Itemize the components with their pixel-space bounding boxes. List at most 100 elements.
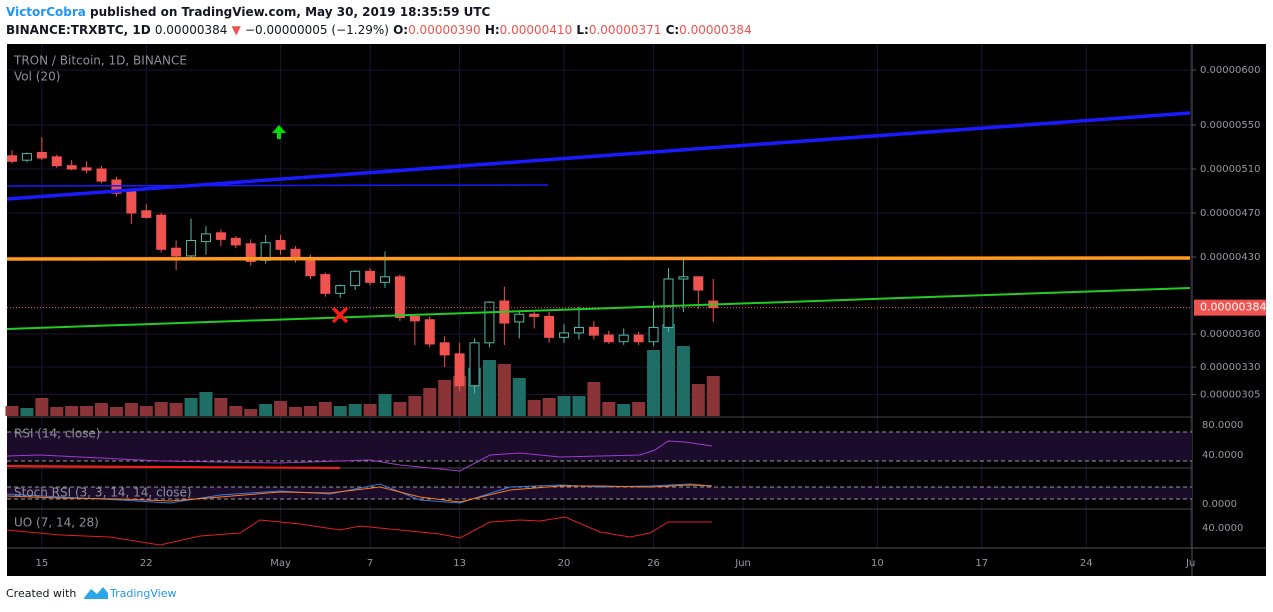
x-tick-label: Jun [734, 558, 751, 569]
tv-logo [84, 587, 108, 599]
volume-bar [617, 404, 631, 416]
candle-body [693, 276, 704, 291]
volume-bar [318, 402, 332, 416]
candle-body [21, 153, 32, 161]
volume-bar [572, 396, 586, 416]
x-tick-label: 24 [1080, 558, 1093, 569]
y-tick-label: 0.00000550 [1200, 120, 1260, 131]
volume-bar [259, 404, 273, 416]
candle-body [469, 342, 480, 387]
volume-bar [35, 398, 49, 416]
trendline[interactable] [6, 184, 549, 187]
candle-body [156, 214, 167, 250]
candle-body [484, 301, 495, 344]
candle-body [559, 332, 570, 338]
volume-bar [557, 396, 571, 416]
candle-body [380, 276, 390, 283]
indicator-label: UO (7, 14, 28) [14, 516, 99, 530]
published: published on TradingView.com, May 30, 20… [90, 5, 491, 19]
candle-body [409, 315, 420, 322]
trendline[interactable] [6, 287, 1191, 330]
volume-bar [647, 350, 661, 416]
x-tick-label: May [270, 558, 291, 569]
candle-body [141, 210, 152, 218]
trendline[interactable] [6, 111, 1191, 201]
candle-body [66, 165, 77, 170]
volume-bar [527, 400, 541, 416]
x-tick-label: 20 [558, 558, 571, 569]
volume-bar [214, 398, 228, 416]
change: −0.00000005 (−1.29%) [245, 23, 389, 37]
o-label: O: [393, 23, 408, 37]
candle-body [678, 276, 689, 280]
x-tick-label: 22 [140, 558, 153, 569]
c-label: C: [666, 23, 680, 37]
volume-bar [20, 408, 34, 416]
candle-body [186, 240, 197, 257]
candle-body [36, 151, 47, 159]
candle-body [245, 243, 256, 262]
uo-line [6, 516, 712, 546]
volume-bar [139, 406, 153, 416]
horizontal-line[interactable] [6, 256, 1191, 261]
axis-layer: 0.00000600 0.00000550 0.00000510 0.00000470… [35, 65, 1266, 569]
last-price-tag [1194, 299, 1266, 316]
cross-marker[interactable] [331, 306, 349, 324]
candle-body [618, 334, 629, 343]
c-value: 0.00000384 [679, 23, 752, 37]
volume-bar [602, 402, 616, 416]
footer-brand[interactable]: TradingView [109, 587, 176, 600]
x-tick-label: 17 [975, 558, 988, 569]
volume-bar [274, 401, 288, 416]
candle-body [454, 353, 465, 387]
volume-bar [393, 402, 407, 416]
volume-bar [244, 409, 258, 416]
x-tick-label: 7 [367, 558, 373, 569]
candle-body [171, 247, 182, 257]
volume-bar [363, 404, 377, 416]
volume-bar [169, 403, 183, 416]
y-tick-label: 0.00000360 [1200, 329, 1260, 340]
footer-text: Created with [6, 587, 76, 600]
stoch-band [7, 487, 1192, 499]
candle-body [394, 276, 405, 319]
candle-body [320, 274, 331, 294]
indicator-tick: 0.0000 [1202, 499, 1237, 510]
last-price-label: 0.00000384 [1200, 301, 1266, 314]
up-arrow[interactable] [272, 125, 286, 139]
trendline[interactable] [6, 465, 341, 469]
header-line: VictorCobra published on TradingView.com… [6, 5, 491, 19]
volume-bar [229, 406, 243, 416]
volume-bar [124, 403, 138, 416]
author[interactable]: VictorCobra [6, 5, 86, 19]
volume-bar [632, 402, 646, 416]
h-label: H: [485, 23, 500, 37]
x-tick-label: 15 [35, 558, 48, 569]
volume-bar [348, 404, 362, 416]
volume-bar [80, 406, 94, 416]
candle-body [126, 190, 137, 214]
volume-layer [5, 324, 720, 416]
price: 0.00000384 [155, 23, 228, 37]
stoch-d-line [6, 484, 713, 503]
candle-body [230, 237, 241, 246]
symbol-line: BINANCE:TRXBTC, 1D 0.00000384 ▼ −0.00000… [6, 23, 752, 37]
volume-bar [378, 394, 392, 416]
candle-body [588, 326, 599, 336]
volume-bar [5, 406, 19, 416]
x-tick-label: Ju [1185, 558, 1195, 569]
indicator-tick: 80.0000 [1202, 420, 1243, 431]
volume-bar [50, 407, 64, 416]
volume-bar [497, 364, 511, 416]
candle-body [663, 278, 674, 328]
volume-bar [482, 360, 496, 416]
y-tick-label: 0.00000305 [1200, 390, 1260, 401]
chart-title: TRON / Bitcoin, 1D, BINANCE [13, 54, 187, 68]
l-value: 0.00000371 [589, 23, 662, 37]
o-value: 0.00000390 [408, 23, 481, 37]
volume-bar [661, 324, 675, 416]
candle-body [81, 167, 92, 171]
candle-body [573, 326, 584, 334]
volume-bar [423, 388, 437, 416]
